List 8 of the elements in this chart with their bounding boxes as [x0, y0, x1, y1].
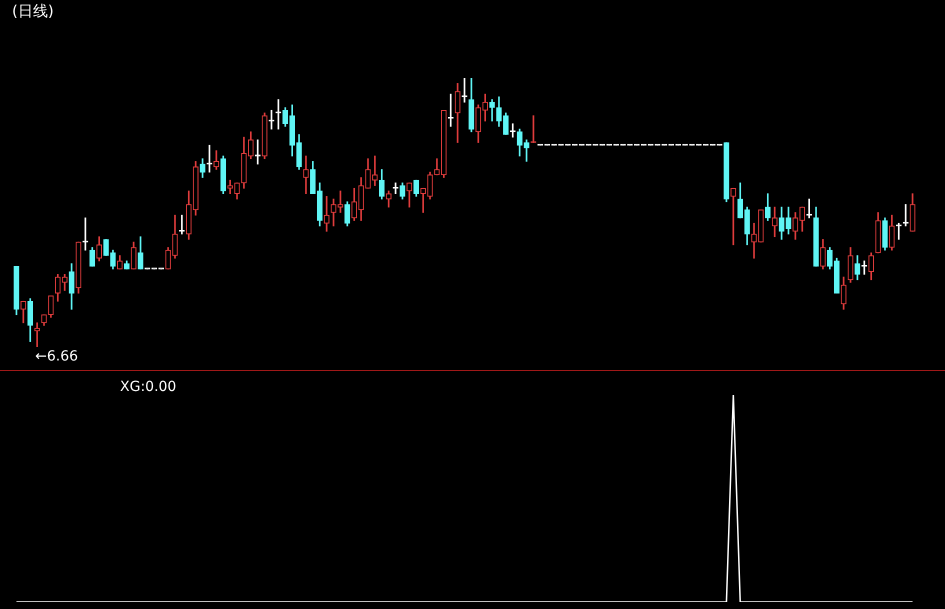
candlestick	[303, 156, 309, 194]
candlestick	[268, 110, 274, 130]
chart-title: (日线)	[12, 2, 54, 21]
candlestick	[530, 115, 536, 143]
annotation: XG:0.00	[120, 379, 176, 395]
candlestick	[489, 99, 495, 122]
text: ←6.66	[35, 348, 78, 365]
candlestick	[338, 190, 344, 213]
